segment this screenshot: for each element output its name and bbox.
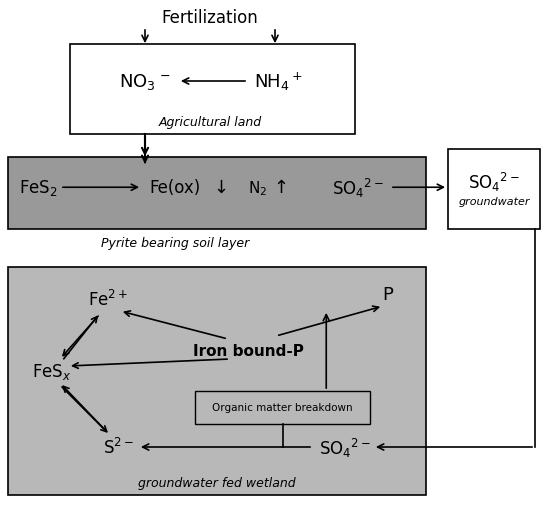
Bar [195, 391, 370, 424]
Text: S$^{2-}$: S$^{2-}$ [103, 437, 134, 457]
Text: Organic matter breakdown: Organic matter breakdown [212, 403, 353, 413]
Bar [70, 45, 355, 135]
Text: groundwater fed wetland: groundwater fed wetland [138, 476, 296, 490]
Text: groundwater: groundwater [458, 196, 530, 207]
Text: FeS$_x$: FeS$_x$ [32, 361, 72, 381]
Text: $\uparrow$: $\uparrow$ [269, 179, 286, 197]
Text: N$_2$: N$_2$ [248, 179, 268, 197]
Text: SO$_4$$^{2-}$: SO$_4$$^{2-}$ [332, 176, 384, 200]
Text: SO$_4$$^{2-}$: SO$_4$$^{2-}$ [319, 436, 371, 459]
Text: NH$_4$$^+$: NH$_4$$^+$ [253, 71, 302, 93]
Text: Fertilization: Fertilization [162, 9, 258, 27]
Text: Pyrite bearing soil layer: Pyrite bearing soil layer [101, 237, 249, 250]
Text: Fe(ox): Fe(ox) [150, 179, 200, 197]
Bar [8, 158, 426, 230]
Text: P: P [383, 286, 394, 303]
Text: Agricultural land: Agricultural land [158, 115, 262, 128]
Text: Fe$^{2+}$: Fe$^{2+}$ [88, 290, 128, 309]
Text: Iron bound-P: Iron bound-P [193, 344, 304, 359]
Bar [448, 150, 540, 230]
Bar [8, 267, 426, 495]
Text: SO$_4$$^{2-}$: SO$_4$$^{2-}$ [468, 170, 520, 193]
Text: $\downarrow$: $\downarrow$ [210, 179, 226, 197]
Text: NO$_3$$^{\,-}$: NO$_3$$^{\,-}$ [119, 72, 171, 92]
Text: FeS$_2$: FeS$_2$ [19, 178, 57, 198]
